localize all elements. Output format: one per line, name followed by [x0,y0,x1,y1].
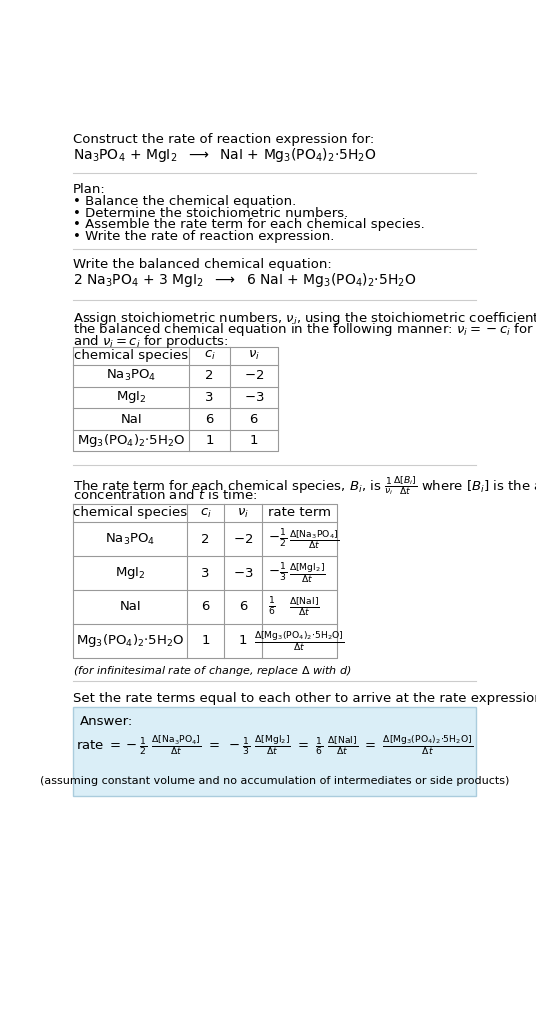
Text: chemical species: chemical species [75,350,188,363]
Text: $c_i$: $c_i$ [204,350,215,363]
FancyBboxPatch shape [73,707,476,796]
Text: $-2$: $-2$ [233,533,253,546]
Text: Assign stoichiometric numbers, $\nu_i$, using the stoichiometric coefficients, $: Assign stoichiometric numbers, $\nu_i$, … [73,309,536,327]
Text: $\frac{\Delta[\mathrm{Mg_3(PO_4)_2{\cdot}5H_2O}]}{\Delta t}$: $\frac{\Delta[\mathrm{Mg_3(PO_4)_2{\cdot… [254,629,345,653]
Text: $\frac{\Delta[\mathrm{MgI_2}]}{\Delta t}$: $\frac{\Delta[\mathrm{MgI_2}]}{\Delta t}… [289,561,326,585]
Text: $-3$: $-3$ [233,566,253,580]
Text: $-3$: $-3$ [243,391,264,404]
Text: 1: 1 [205,434,214,447]
Text: $\mathrm{MgI_2}$: $\mathrm{MgI_2}$ [115,565,146,581]
Text: $\frac{\Delta[\mathrm{NaI}]}{\Delta t}$: $\frac{\Delta[\mathrm{NaI}]}{\Delta t}$ [289,596,321,618]
Text: chemical species: chemical species [73,507,187,519]
Text: • Assemble the rate term for each chemical species.: • Assemble the rate term for each chemic… [73,218,425,231]
Text: $\nu_i$: $\nu_i$ [237,507,249,519]
Text: and $\nu_i = c_i$ for products:: and $\nu_i = c_i$ for products: [73,333,229,350]
Text: $\mathrm{2\ Na_3PO_4}$ + $\mathrm{3\ MgI_2}$  $\longrightarrow$  6 NaI + $\mathr: $\mathrm{2\ Na_3PO_4}$ + $\mathrm{3\ MgI… [73,271,416,289]
Text: 6: 6 [250,412,258,426]
Text: 2: 2 [205,369,214,382]
Text: Construct the rate of reaction expression for:: Construct the rate of reaction expressio… [73,133,375,146]
Text: The rate term for each chemical species, $B_i$, is $\frac{1}{\nu_i}\frac{\Delta[: The rate term for each chemical species,… [73,475,536,498]
Text: Plan:: Plan: [73,183,106,195]
Text: $\mathrm{Mg_3(PO_4)_2{\cdot}5H_2O}$: $\mathrm{Mg_3(PO_4)_2{\cdot}5H_2O}$ [76,632,184,650]
Text: $\mathrm{Na_3PO_4}$: $\mathrm{Na_3PO_4}$ [105,531,155,547]
Text: NaI: NaI [121,412,142,426]
Text: • Write the rate of reaction expression.: • Write the rate of reaction expression. [73,229,334,243]
Text: 3: 3 [202,566,210,580]
Text: $\mathrm{Na_3PO_4}$: $\mathrm{Na_3PO_4}$ [106,368,157,383]
Text: the balanced chemical equation in the following manner: $\nu_i = -c_i$ for react: the balanced chemical equation in the fo… [73,321,536,338]
Text: • Balance the chemical equation.: • Balance the chemical equation. [73,195,296,208]
Text: rate term: rate term [267,507,331,519]
Text: (assuming constant volume and no accumulation of intermediates or side products): (assuming constant volume and no accumul… [40,776,509,786]
Text: 3: 3 [205,391,214,404]
Text: 1: 1 [239,634,247,648]
Text: $\mathrm{MgI_2}$: $\mathrm{MgI_2}$ [116,390,147,405]
Text: (for infinitesimal rate of change, replace $\Delta$ with $d$): (for infinitesimal rate of change, repla… [73,664,352,677]
Text: • Determine the stoichiometric numbers.: • Determine the stoichiometric numbers. [73,207,348,220]
Text: 1: 1 [202,634,210,648]
Text: NaI: NaI [120,600,141,614]
Text: $-2$: $-2$ [244,369,264,382]
Text: rate $= -\frac{1}{2}\ \frac{\Delta[\mathrm{Na_3PO_4}]}{\Delta t}\ =\ -\frac{1}{3: rate $= -\frac{1}{2}\ \frac{\Delta[\math… [76,734,473,758]
Text: Answer:: Answer: [79,714,132,728]
Text: concentration and $t$ is time:: concentration and $t$ is time: [73,488,257,503]
Text: $c_i$: $c_i$ [200,507,212,519]
Text: 1: 1 [250,434,258,447]
Text: $\mathrm{Mg_3(PO_4)_2{\cdot}5H_2O}$: $\mathrm{Mg_3(PO_4)_2{\cdot}5H_2O}$ [77,432,185,449]
Text: $-\frac{1}{2}$: $-\frac{1}{2}$ [267,528,287,550]
Text: $-\frac{1}{3}$: $-\frac{1}{3}$ [267,562,287,584]
Text: 6: 6 [205,412,214,426]
Text: 2: 2 [202,533,210,546]
Text: 6: 6 [202,600,210,614]
Text: $\frac{\Delta[\mathrm{Na_3PO_4}]}{\Delta t}$: $\frac{\Delta[\mathrm{Na_3PO_4}]}{\Delta… [289,527,339,551]
Text: $\mathrm{Na_3PO_4}$ + $\mathrm{MgI_2}$  $\longrightarrow$  NaI + $\mathrm{Mg_3(P: $\mathrm{Na_3PO_4}$ + $\mathrm{MgI_2}$ $… [73,146,377,164]
Text: Write the balanced chemical equation:: Write the balanced chemical equation: [73,258,332,271]
Text: Set the rate terms equal to each other to arrive at the rate expression:: Set the rate terms equal to each other t… [73,692,536,704]
Text: $\frac{1}{6}$: $\frac{1}{6}$ [267,596,276,618]
Text: 6: 6 [239,600,247,614]
Text: $\nu_i$: $\nu_i$ [248,350,260,363]
